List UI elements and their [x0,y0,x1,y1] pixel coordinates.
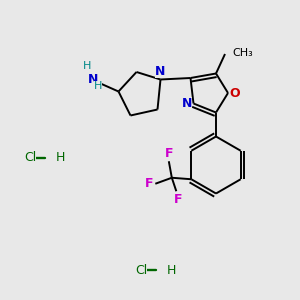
Text: F: F [174,193,182,206]
Text: N: N [88,73,98,86]
Text: H: H [56,151,65,164]
Text: F: F [165,147,173,160]
Text: H: H [167,263,176,277]
Text: H: H [94,81,102,91]
Text: N: N [155,65,166,78]
Text: F: F [145,177,154,190]
Text: Cl: Cl [24,151,36,164]
Text: O: O [230,86,240,100]
Text: H: H [83,61,91,71]
Text: CH₃: CH₃ [232,47,253,58]
Text: Cl: Cl [135,263,147,277]
Text: N: N [182,97,192,110]
